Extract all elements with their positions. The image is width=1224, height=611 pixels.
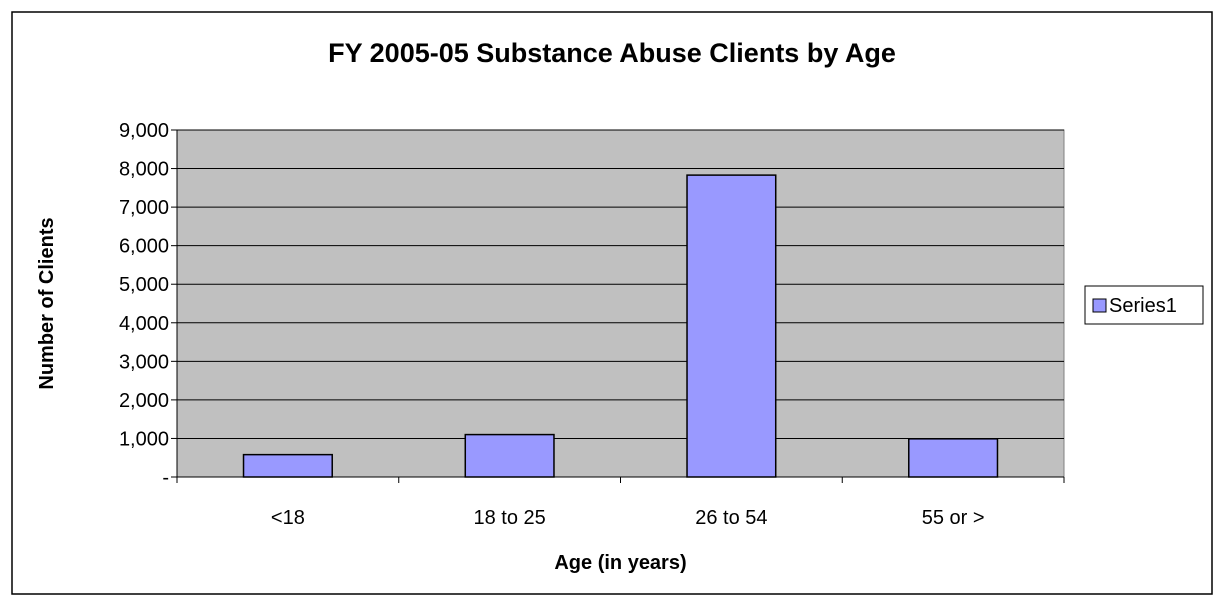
x-tick-label: <18 <box>271 507 305 529</box>
y-tick-label: 7,000 <box>119 197 169 219</box>
y-tick-labels: - 1,000 2,000 3,000 4,000 5,000 6,000 7,000 8,00… <box>119 120 169 489</box>
legend-label-series1: Series1 <box>1109 295 1177 317</box>
x-tick-label: 26 to 54 <box>695 507 767 529</box>
y-axis-title: Number of Clients <box>36 217 58 389</box>
legend: Series1 <box>1084 285 1204 325</box>
chart-title: FY 2005-05 Substance Abuse Clients by Ag… <box>328 38 896 68</box>
y-tick-label: 8,000 <box>119 159 169 181</box>
bars <box>242 174 999 478</box>
bar-0 <box>242 453 333 478</box>
bar-3 <box>908 438 999 478</box>
x-axis-title: Age (in years) <box>554 552 686 574</box>
y-tick-label: 6,000 <box>119 236 169 258</box>
y-tick-label: 3,000 <box>119 351 169 373</box>
legend-swatch <box>1092 298 1107 313</box>
y-tick-label: 9,000 <box>119 120 169 142</box>
x-tick-labels: <18 18 to 25 26 to 54 55 or > <box>271 507 985 529</box>
plot-area <box>176 129 1065 478</box>
bar-2 <box>686 174 777 478</box>
y-tick-label: 1,000 <box>119 428 169 450</box>
y-tick-label: 4,000 <box>119 313 169 335</box>
x-tick-label: 55 or > <box>922 507 985 529</box>
bar-1 <box>464 433 555 478</box>
x-tick-label: 18 to 25 <box>473 507 545 529</box>
axes <box>171 129 1065 483</box>
y-tick-label: 5,000 <box>119 274 169 296</box>
y-tick-label: - <box>162 467 169 489</box>
y-tick-label: 2,000 <box>119 390 169 412</box>
